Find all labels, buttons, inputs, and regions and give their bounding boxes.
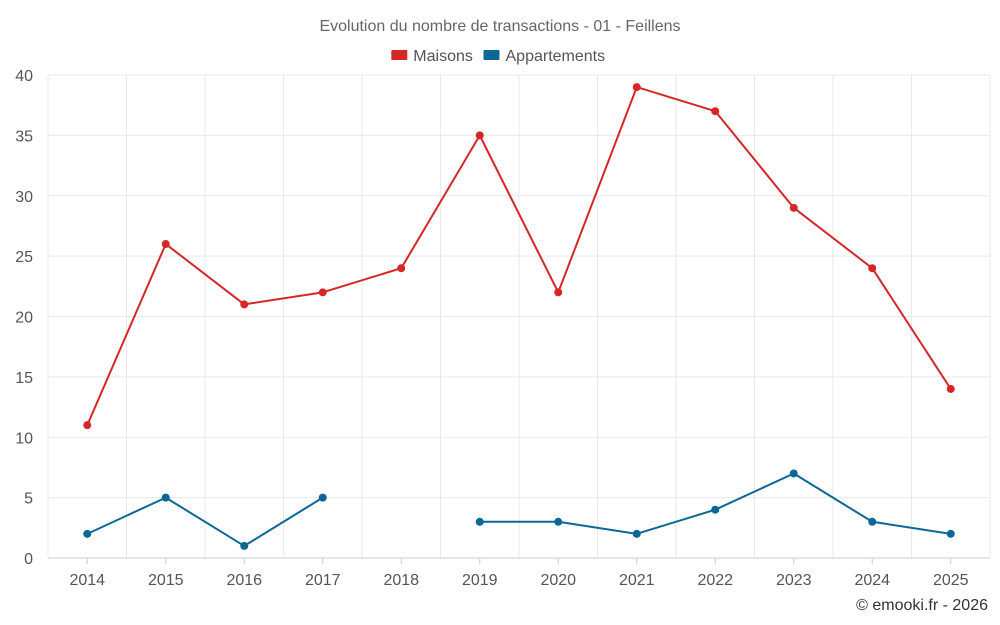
x-tick-label: 2017 — [305, 572, 341, 589]
x-tick-label: 2023 — [776, 572, 812, 589]
credit-text: © emooki.fr - 2026 — [856, 597, 988, 614]
y-tick-label: 20 — [15, 310, 33, 327]
data-point-appartements-2017 — [318, 493, 327, 502]
x-tick-label: 2021 — [619, 572, 655, 589]
series-line-appartements — [479, 472, 951, 535]
y-tick-label: 15 — [15, 370, 33, 387]
legend: Maisons Appartements — [391, 48, 605, 65]
series-appartements — [83, 469, 955, 550]
legend-item-appartements[interactable]: Appartements — [483, 48, 606, 65]
x-tick-label: 2014 — [69, 572, 105, 589]
y-tick-label: 10 — [15, 430, 33, 447]
y-tick-label: 30 — [15, 189, 33, 206]
data-point-appartements-2014 — [83, 529, 92, 538]
data-point-appartements-2023 — [789, 469, 798, 478]
x-tick-label: 2019 — [462, 572, 498, 589]
data-point-appartements-2025 — [946, 529, 955, 538]
y-tick-label: 25 — [15, 249, 33, 266]
x-tick-label: 2016 — [226, 572, 262, 589]
data-point-appartements-2015 — [161, 493, 170, 502]
data-point-appartements-2019 — [475, 517, 484, 526]
data-point-maisons-2015 — [161, 240, 170, 249]
chart-title: Evolution du nombre de transactions - 01… — [319, 18, 680, 35]
series-layer — [83, 83, 955, 550]
x-tick-label: 2022 — [697, 572, 733, 589]
data-point-appartements-2016 — [240, 541, 249, 550]
data-point-maisons-2014 — [83, 421, 92, 430]
data-point-maisons-2024 — [868, 264, 877, 273]
data-point-maisons-2018 — [397, 264, 406, 273]
data-point-appartements-2020 — [554, 517, 563, 526]
series-line-appartements — [86, 496, 324, 547]
data-point-appartements-2024 — [868, 517, 877, 526]
legend-swatch — [391, 50, 408, 60]
data-point-maisons-2025 — [946, 384, 955, 393]
y-tick-label: 5 — [24, 491, 33, 508]
x-tick-label: 2024 — [854, 572, 890, 589]
x-tick-label: 2025 — [933, 572, 969, 589]
legend-item-maisons[interactable]: Maisons — [391, 48, 473, 65]
series-maisons — [83, 83, 955, 430]
data-point-maisons-2022 — [711, 107, 720, 116]
series-line-maisons — [86, 86, 952, 426]
data-point-maisons-2017 — [318, 288, 327, 297]
x-tick-label: 2015 — [148, 572, 184, 589]
data-point-maisons-2023 — [789, 203, 798, 212]
data-point-maisons-2021 — [632, 83, 641, 92]
legend-label: Appartements — [506, 48, 606, 65]
data-point-maisons-2020 — [554, 288, 563, 297]
legend-label: Maisons — [413, 48, 473, 65]
x-tick-label: 2018 — [383, 572, 419, 589]
data-point-maisons-2016 — [240, 300, 249, 309]
y-tick-label: 0 — [24, 551, 33, 568]
y-tick-label: 35 — [15, 128, 33, 145]
y-tick-label: 40 — [15, 68, 33, 85]
grid — [47, 74, 991, 558]
data-point-maisons-2019 — [475, 131, 484, 140]
x-tick-label: 2020 — [540, 572, 576, 589]
legend-swatch — [483, 50, 500, 60]
data-point-appartements-2022 — [711, 505, 720, 514]
data-point-appartements-2021 — [632, 529, 641, 538]
